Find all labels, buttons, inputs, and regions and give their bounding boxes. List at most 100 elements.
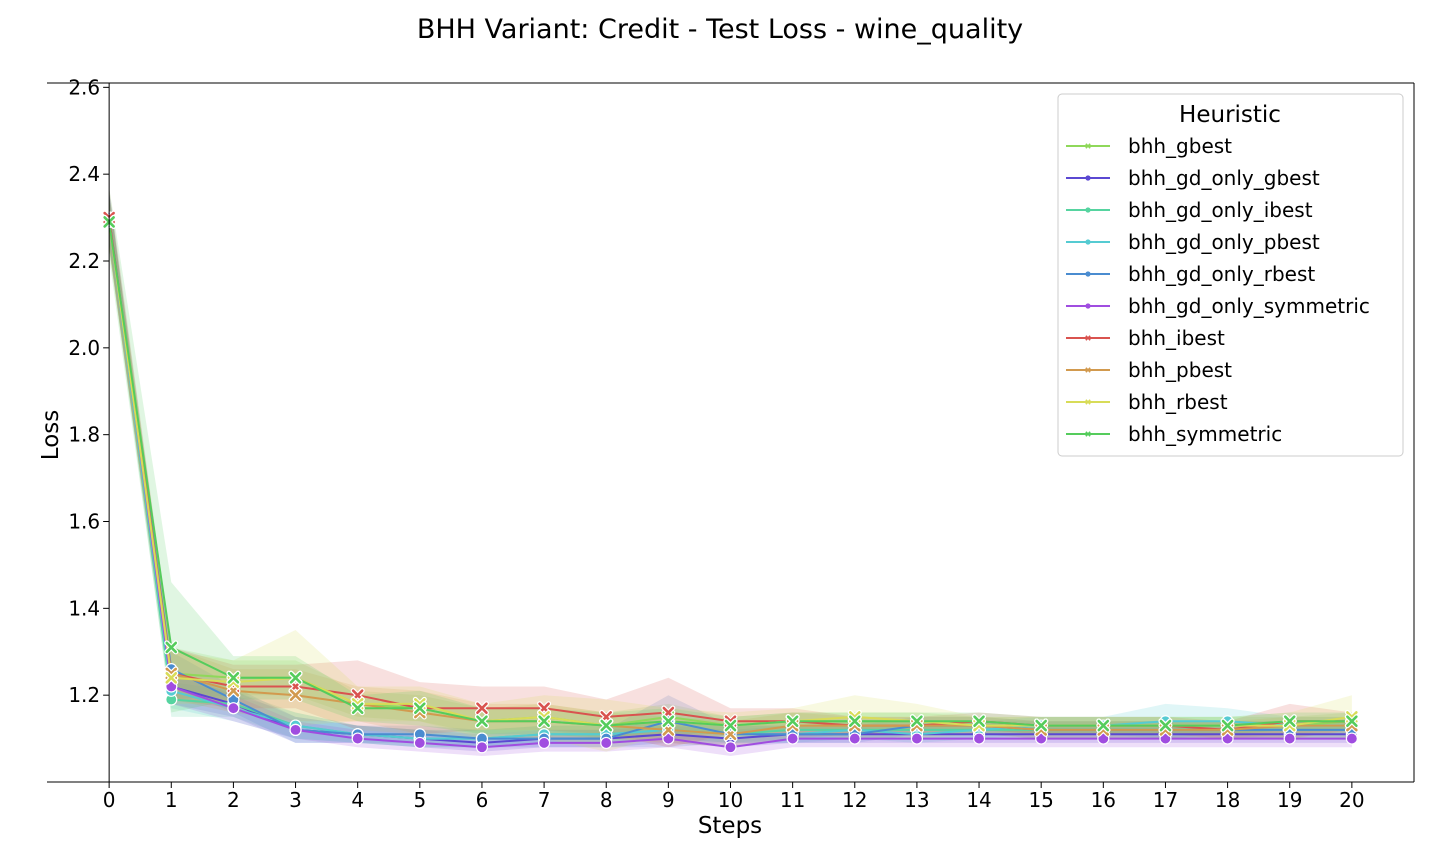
legend-item-bhh_gbest: bhh_gbest bbox=[1066, 134, 1232, 158]
data-point-bhh_symmetric bbox=[661, 714, 676, 729]
x-tick-label: 2 bbox=[227, 788, 240, 812]
x-tick-label: 20 bbox=[1339, 788, 1364, 812]
marker-cross bbox=[227, 672, 240, 684]
y-tick-label: 2.6 bbox=[68, 75, 100, 99]
data-point-bhh_symmetric bbox=[1158, 718, 1173, 733]
marker-cross bbox=[848, 715, 861, 728]
legend-item-bhh_gd_only_rbest: bhh_gd_only_rbest bbox=[1066, 262, 1315, 286]
marker-cross bbox=[662, 715, 675, 728]
data-point-bhh_rbest bbox=[164, 670, 179, 685]
legend-item-bhh_rbest: bhh_rbest bbox=[1066, 390, 1228, 414]
data-point-bhh_gd_only_symmetric bbox=[1283, 732, 1296, 745]
marker-cross bbox=[786, 715, 799, 728]
legend-label: bhh_ibest bbox=[1128, 326, 1225, 350]
legend-item-bhh_pbest: bhh_pbest bbox=[1066, 358, 1232, 382]
data-point-bhh_symmetric bbox=[972, 714, 987, 729]
data-point-bhh_symmetric bbox=[288, 670, 303, 685]
y-tick-label: 2.4 bbox=[68, 162, 100, 186]
data-point-bhh_gd_only_symmetric bbox=[289, 723, 302, 737]
x-tick-label: 1 bbox=[165, 788, 178, 812]
legend-item-bhh_symmetric: bhh_symmetric bbox=[1066, 422, 1282, 446]
marker-cross bbox=[1283, 715, 1296, 728]
marker-cross bbox=[165, 641, 178, 654]
legend-swatch-marker bbox=[1085, 335, 1091, 341]
legend-item-bhh_gd_only_symmetric: bhh_gd_only_symmetric bbox=[1066, 294, 1370, 318]
x-tick-label: 15 bbox=[1028, 788, 1053, 812]
x-tick-label: 16 bbox=[1091, 788, 1116, 812]
x-axis-ticks: 0 1 2 3 4 5 6 7 8 9 10 11 12 13 14 15 16 17 18 19 20 bbox=[103, 782, 1365, 812]
marker-cross bbox=[911, 715, 923, 728]
data-point-bhh_gd_only_symmetric bbox=[724, 741, 737, 754]
data-point-bhh_symmetric bbox=[723, 718, 738, 733]
data-point-bhh_gd_only_symmetric bbox=[972, 732, 986, 745]
data-point-bhh_symmetric bbox=[537, 714, 552, 729]
legend-swatch-marker bbox=[1085, 303, 1091, 309]
marker-cross bbox=[289, 672, 302, 684]
x-tick-label: 0 bbox=[103, 788, 116, 812]
legend-item-bhh_ibest: bhh_ibest bbox=[1066, 326, 1225, 350]
legend-swatch-marker bbox=[1085, 207, 1091, 213]
marker-cross bbox=[1035, 719, 1047, 732]
x-tick-label: 7 bbox=[538, 788, 551, 812]
x-tick-label: 5 bbox=[413, 788, 426, 812]
marker-cross bbox=[1221, 719, 1234, 732]
x-tick-label: 8 bbox=[600, 788, 613, 812]
data-point-bhh_symmetric bbox=[474, 714, 489, 729]
legend-swatch-marker bbox=[1085, 431, 1091, 437]
x-tick-label: 10 bbox=[718, 788, 743, 812]
x-tick-label: 3 bbox=[289, 788, 302, 812]
x-tick-label: 11 bbox=[780, 788, 805, 812]
legend-label: bhh_gd_only_rbest bbox=[1128, 262, 1315, 286]
data-point-bhh_gd_only_symmetric bbox=[227, 702, 240, 715]
legend-swatch-marker bbox=[1085, 399, 1091, 405]
marker-cross bbox=[600, 719, 613, 732]
y-tick-label: 1.2 bbox=[68, 683, 100, 707]
y-tick-label: 1.6 bbox=[68, 510, 100, 534]
legend-swatch-marker bbox=[1085, 143, 1091, 149]
legend-swatch-marker bbox=[1085, 175, 1091, 181]
marker-cross bbox=[476, 702, 488, 714]
y-axis-label: Loss bbox=[38, 410, 64, 460]
legend-label: bhh_gd_only_symmetric bbox=[1128, 294, 1370, 318]
data-point-bhh_symmetric bbox=[164, 640, 179, 655]
y-tick-label: 2.2 bbox=[68, 249, 100, 273]
data-point-bhh_gd_only_symmetric bbox=[600, 736, 613, 750]
legend-label: bhh_pbest bbox=[1128, 358, 1232, 382]
data-point-bhh_symmetric bbox=[226, 670, 241, 685]
legend-label: bhh_gbest bbox=[1128, 134, 1232, 158]
marker-cross bbox=[724, 719, 737, 732]
legend-title: Heuristic bbox=[1179, 102, 1281, 128]
data-point-bhh_symmetric bbox=[785, 714, 800, 729]
marker-cross bbox=[973, 715, 985, 728]
data-point-bhh_symmetric bbox=[847, 714, 862, 729]
data-point-bhh_pbest bbox=[288, 688, 303, 703]
x-axis-label: Steps bbox=[698, 813, 762, 839]
legend-item-bhh_gd_only_gbest: bhh_gd_only_gbest bbox=[1066, 166, 1320, 190]
data-point-bhh_symmetric bbox=[1034, 718, 1049, 733]
legend: Heuristic bhh_gbest bhh_gd_only_gbest bhh_… bbox=[1057, 93, 1404, 457]
legend-label: bhh_symmetric bbox=[1128, 422, 1282, 446]
legend-item-bhh_gd_only_ibest: bhh_gd_only_ibest bbox=[1066, 198, 1313, 222]
data-point-bhh_gd_only_symmetric bbox=[351, 732, 364, 745]
marker-cross bbox=[1159, 719, 1172, 732]
data-point-bhh_symmetric bbox=[1220, 718, 1235, 733]
data-point-bhh_gd_only_symmetric bbox=[413, 736, 426, 750]
data-point-bhh_gd_only_symmetric bbox=[848, 732, 861, 745]
marker-cross bbox=[476, 715, 488, 728]
marker-cross bbox=[165, 672, 178, 684]
y-axis-ticks: 1.2 1.4 1.6 1.8 2.0 2.2 2.4 2.6 bbox=[68, 75, 110, 707]
x-tick-label: 6 bbox=[476, 788, 489, 812]
legend-swatch-marker bbox=[1085, 239, 1091, 245]
data-point-bhh_gd_only_symmetric bbox=[475, 741, 489, 754]
marker-cross bbox=[289, 689, 302, 701]
x-tick-label: 9 bbox=[662, 788, 675, 812]
y-tick-label: 1.4 bbox=[68, 596, 100, 620]
data-point-bhh_symmetric bbox=[1096, 718, 1111, 733]
data-point-bhh_gd_only_symmetric bbox=[786, 732, 799, 745]
x-tick-label: 13 bbox=[904, 788, 929, 812]
data-point-bhh_gd_only_symmetric bbox=[910, 732, 924, 745]
data-point-bhh_symmetric bbox=[412, 701, 427, 716]
series-markers bbox=[102, 210, 1359, 754]
legend-swatch-marker bbox=[1085, 271, 1091, 277]
